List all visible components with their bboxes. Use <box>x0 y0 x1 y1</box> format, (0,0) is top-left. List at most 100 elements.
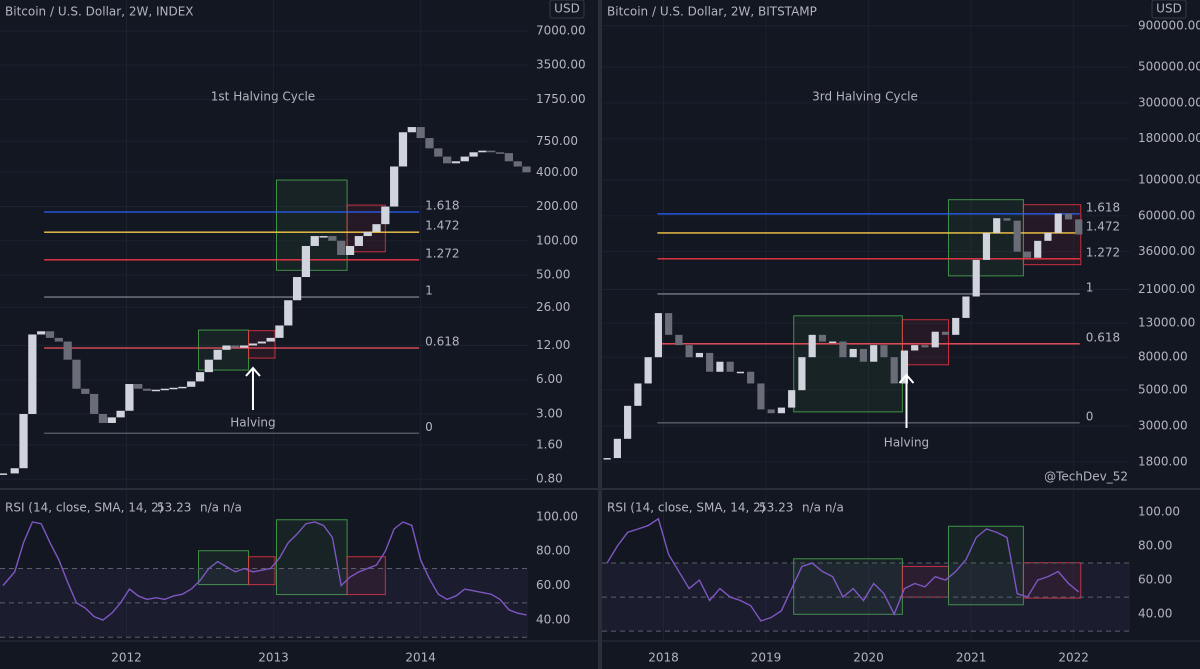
y-tick-label: 100.00 <box>536 233 578 247</box>
candle <box>178 386 187 389</box>
x-tick-label: 2021 <box>956 651 987 665</box>
candle <box>81 388 90 394</box>
candle <box>416 127 425 139</box>
candle <box>478 150 487 153</box>
rsi-range-box <box>1022 562 1082 599</box>
candle <box>160 388 169 391</box>
candle <box>487 150 496 153</box>
halving-arrowhead <box>898 373 915 384</box>
y-tick-label: 36000.00 <box>1138 244 1195 258</box>
candle <box>644 357 652 384</box>
x-tick-label: 2020 <box>853 651 884 665</box>
rsi-na: n/a n/a <box>200 501 242 515</box>
candle <box>195 372 205 382</box>
candle <box>972 259 980 297</box>
candle <box>665 313 673 335</box>
candle <box>911 345 919 351</box>
rsi-last-value: 53.23 <box>759 501 793 515</box>
rsi-line <box>2 521 527 621</box>
candle <box>726 361 734 372</box>
y-tick-label: 750.00 <box>536 134 578 148</box>
y-tick-label: 1.60 <box>536 438 563 452</box>
x-tick-label: 2022 <box>1058 651 1089 665</box>
candle <box>363 231 372 237</box>
candle <box>98 413 108 423</box>
candle <box>603 458 611 460</box>
candle <box>337 240 346 255</box>
fib-label: 1.272 <box>1086 245 1120 259</box>
candle <box>231 345 240 348</box>
y-tick-label: 1800.00 <box>1138 454 1188 468</box>
rsi-range-box <box>901 565 950 598</box>
fib-label: 1.618 <box>1086 200 1120 214</box>
candle <box>1064 213 1073 220</box>
candle <box>204 359 213 373</box>
candle <box>1075 219 1083 235</box>
candle <box>28 334 37 414</box>
fib-label: 1 <box>425 284 433 298</box>
candle <box>736 371 744 374</box>
candle <box>818 334 827 342</box>
fib-label: 0.618 <box>1086 330 1120 344</box>
candle <box>107 417 116 423</box>
panel-separator <box>598 0 602 669</box>
y-tick-label: 3.00 <box>536 406 563 420</box>
candle <box>747 371 755 384</box>
candle <box>870 345 878 362</box>
fib-label: 1.472 <box>1086 219 1120 233</box>
candle <box>808 334 816 358</box>
candle <box>54 337 63 342</box>
currency-box <box>1151 0 1187 19</box>
rsi-last-value: 53.23 <box>157 501 191 515</box>
candle <box>0 473 8 475</box>
x-tick-label: 2013 <box>258 651 289 665</box>
y-tick-label: 6.00 <box>536 372 563 386</box>
candle <box>931 331 939 348</box>
candle <box>442 156 452 164</box>
rsi-na: n/a n/a <box>802 501 844 515</box>
candle <box>469 152 478 157</box>
candle <box>213 349 222 360</box>
candle <box>624 405 632 439</box>
x-tick-label: 2019 <box>751 651 782 665</box>
candle <box>425 138 434 149</box>
rsi-range-box <box>793 558 903 615</box>
candle <box>398 132 408 167</box>
candle <box>859 348 868 362</box>
currency-label: USD <box>1156 2 1182 16</box>
candle <box>134 384 143 389</box>
candle <box>460 156 469 162</box>
y-tick-label: 3500.00 <box>536 58 586 72</box>
candle <box>685 345 693 358</box>
y-tick-label: 100000.00 <box>1138 172 1200 186</box>
candle <box>257 341 266 344</box>
chart-annotation: 3rd Halving Cycle <box>812 90 918 104</box>
candle <box>675 334 683 346</box>
rsi-tick-label: 100.00 <box>1138 504 1180 518</box>
y-tick-label: 13000.00 <box>1138 316 1195 330</box>
range-box <box>901 319 950 366</box>
y-tick-label: 21000.00 <box>1138 282 1195 296</box>
y-tick-label: 180000.00 <box>1138 131 1200 145</box>
y-tick-label: 3000.00 <box>1138 419 1188 433</box>
fib-label: 1.272 <box>425 246 459 260</box>
rsi-tick-label: 40.00 <box>1138 607 1172 621</box>
x-tick-label: 2014 <box>405 651 436 665</box>
candle <box>451 161 461 164</box>
fib-label: 1.618 <box>425 199 459 213</box>
candle <box>354 236 363 246</box>
candle <box>849 348 857 358</box>
candle <box>390 166 399 207</box>
fib-label: 1.472 <box>425 219 459 233</box>
candle <box>716 361 724 372</box>
y-tick-label: 1750.00 <box>536 92 586 106</box>
candle <box>1013 220 1021 252</box>
candle <box>319 236 328 238</box>
y-tick-label: 0.80 <box>536 472 563 486</box>
candle <box>798 357 806 391</box>
candle <box>10 468 19 474</box>
candle <box>266 337 275 342</box>
candle <box>982 232 991 260</box>
candle <box>381 206 390 225</box>
candle <box>513 161 522 167</box>
